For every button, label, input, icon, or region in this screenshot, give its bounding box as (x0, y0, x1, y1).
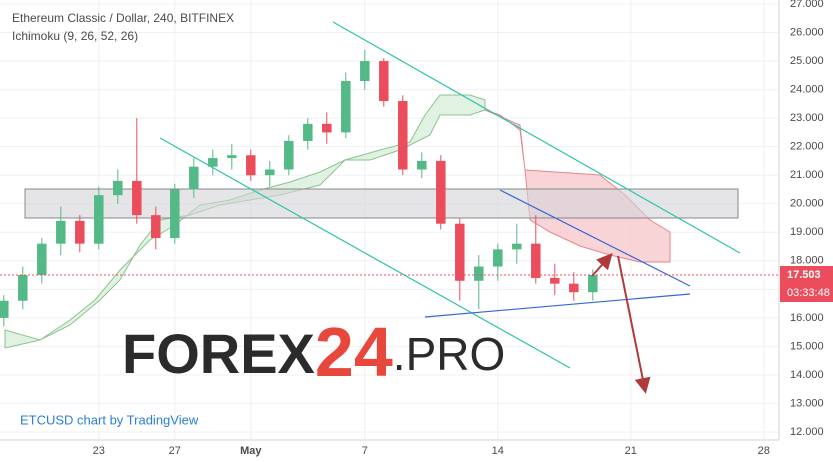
y-tick-label: 22.000 (790, 141, 824, 153)
chart-title: Ethereum Classic / Dollar, 240, BITFINEX (12, 11, 234, 25)
candle-body (170, 189, 180, 238)
arrow (591, 253, 613, 277)
candle-body (132, 180, 142, 216)
last-price-box (780, 265, 833, 302)
y-tick-label: 21.000 (790, 169, 824, 181)
candle-body (303, 123, 313, 141)
candle-body (417, 160, 427, 170)
resistance-zone (24, 188, 739, 219)
y-tick-label: 12.000 (790, 426, 824, 438)
candle-body (151, 215, 161, 238)
candle-body (75, 220, 85, 244)
candle-body (322, 123, 332, 133)
x-tick-label: 21 (625, 445, 637, 457)
y-tick-label: 27.000 (790, 0, 824, 10)
countdown-label: 03:33:48 (787, 287, 830, 299)
trend-line (499, 189, 691, 287)
x-tick-label: 7 (362, 445, 368, 457)
candle-body (588, 274, 598, 293)
candle-body (265, 169, 275, 176)
watermark-part: 24 (315, 313, 393, 391)
candle-body (56, 220, 66, 244)
candle-body (94, 195, 104, 244)
labels: 12.00013.00014.00015.00016.00017.00018.0… (93, 0, 833, 457)
y-tick-label: 23.000 (790, 112, 824, 124)
candle-body (569, 283, 579, 293)
x-tick-label: May (240, 445, 262, 457)
y-tick-label: 25.000 (790, 55, 824, 67)
y-tick-label: 24.000 (790, 84, 824, 96)
cloud-red (484, 109, 671, 263)
arrow (617, 255, 651, 394)
x-tick-label: 14 (492, 445, 504, 457)
y-tick-label: 14.000 (790, 369, 824, 381)
candle-body (512, 243, 522, 250)
y-tick-label: 13.000 (790, 397, 824, 409)
candle-body (284, 140, 294, 170)
y-tick-label: 16.000 (790, 312, 824, 324)
y-tick-label: 18.000 (790, 255, 824, 267)
y-tick-label: 26.000 (790, 26, 824, 38)
y-tick-label: 20.000 (790, 198, 824, 210)
candle-body (531, 243, 541, 278)
credit: ETCUSD chart by TradingView (20, 412, 199, 427)
channel-line (332, 21, 741, 254)
watermark-part: FOREX (122, 322, 315, 385)
candle-body (189, 166, 199, 190)
candle-body (360, 61, 370, 82)
candle-body (379, 61, 389, 102)
x-tick-label: 23 (93, 445, 105, 457)
watermark-part: .PRO (393, 328, 505, 380)
candle-body (227, 155, 237, 159)
candle-body (398, 101, 408, 170)
watermark: FOREX24.PRO (122, 313, 505, 391)
candle-body (341, 81, 351, 133)
candle-body (246, 155, 256, 176)
trend-line (424, 293, 691, 318)
candle-body (493, 249, 503, 267)
candle-body (0, 300, 9, 318)
candle-body (113, 180, 123, 196)
candle-body (455, 223, 465, 281)
indicator-label: Ichimoku (9, 26, 52, 26) (12, 29, 138, 43)
channel-line (159, 137, 571, 369)
candle-body (37, 243, 47, 276)
candle-body (436, 160, 446, 224)
y-tick-label: 19.000 (790, 226, 824, 238)
x-tick-label: 28 (758, 445, 770, 457)
candle-body (208, 158, 218, 167)
price-axis (779, 0, 833, 440)
x-tick-label: 27 (169, 445, 181, 457)
candle-body (18, 275, 28, 301)
candle-body (474, 266, 484, 281)
last-price-label: 17.503 (787, 269, 821, 281)
y-tick-label: 15.000 (790, 340, 824, 352)
candle-body (550, 277, 560, 284)
